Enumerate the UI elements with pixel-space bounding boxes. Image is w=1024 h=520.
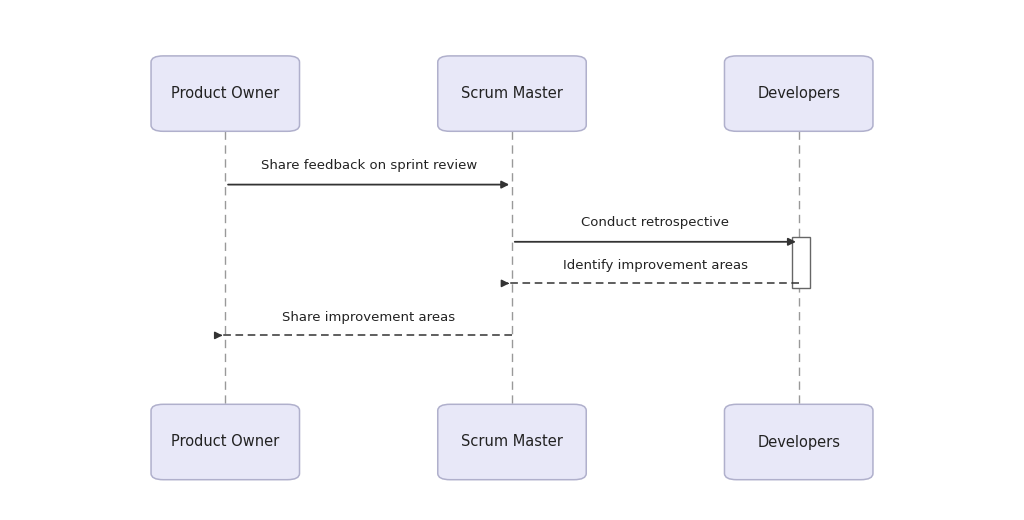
Text: Share feedback on sprint review: Share feedback on sprint review: [260, 159, 477, 172]
FancyBboxPatch shape: [438, 56, 586, 131]
Text: Scrum Master: Scrum Master: [461, 435, 563, 449]
Text: Scrum Master: Scrum Master: [461, 86, 563, 101]
Text: Developers: Developers: [757, 86, 841, 101]
Text: Share improvement areas: Share improvement areas: [282, 311, 456, 324]
Text: Identify improvement areas: Identify improvement areas: [563, 259, 748, 272]
FancyBboxPatch shape: [152, 405, 299, 479]
FancyBboxPatch shape: [438, 405, 586, 479]
Text: Developers: Developers: [757, 435, 841, 449]
Text: Product Owner: Product Owner: [171, 86, 280, 101]
Bar: [792, 237, 810, 288]
FancyBboxPatch shape: [725, 56, 872, 131]
FancyBboxPatch shape: [725, 405, 872, 479]
Text: Product Owner: Product Owner: [171, 435, 280, 449]
FancyBboxPatch shape: [152, 56, 299, 131]
Text: Conduct retrospective: Conduct retrospective: [582, 216, 729, 229]
